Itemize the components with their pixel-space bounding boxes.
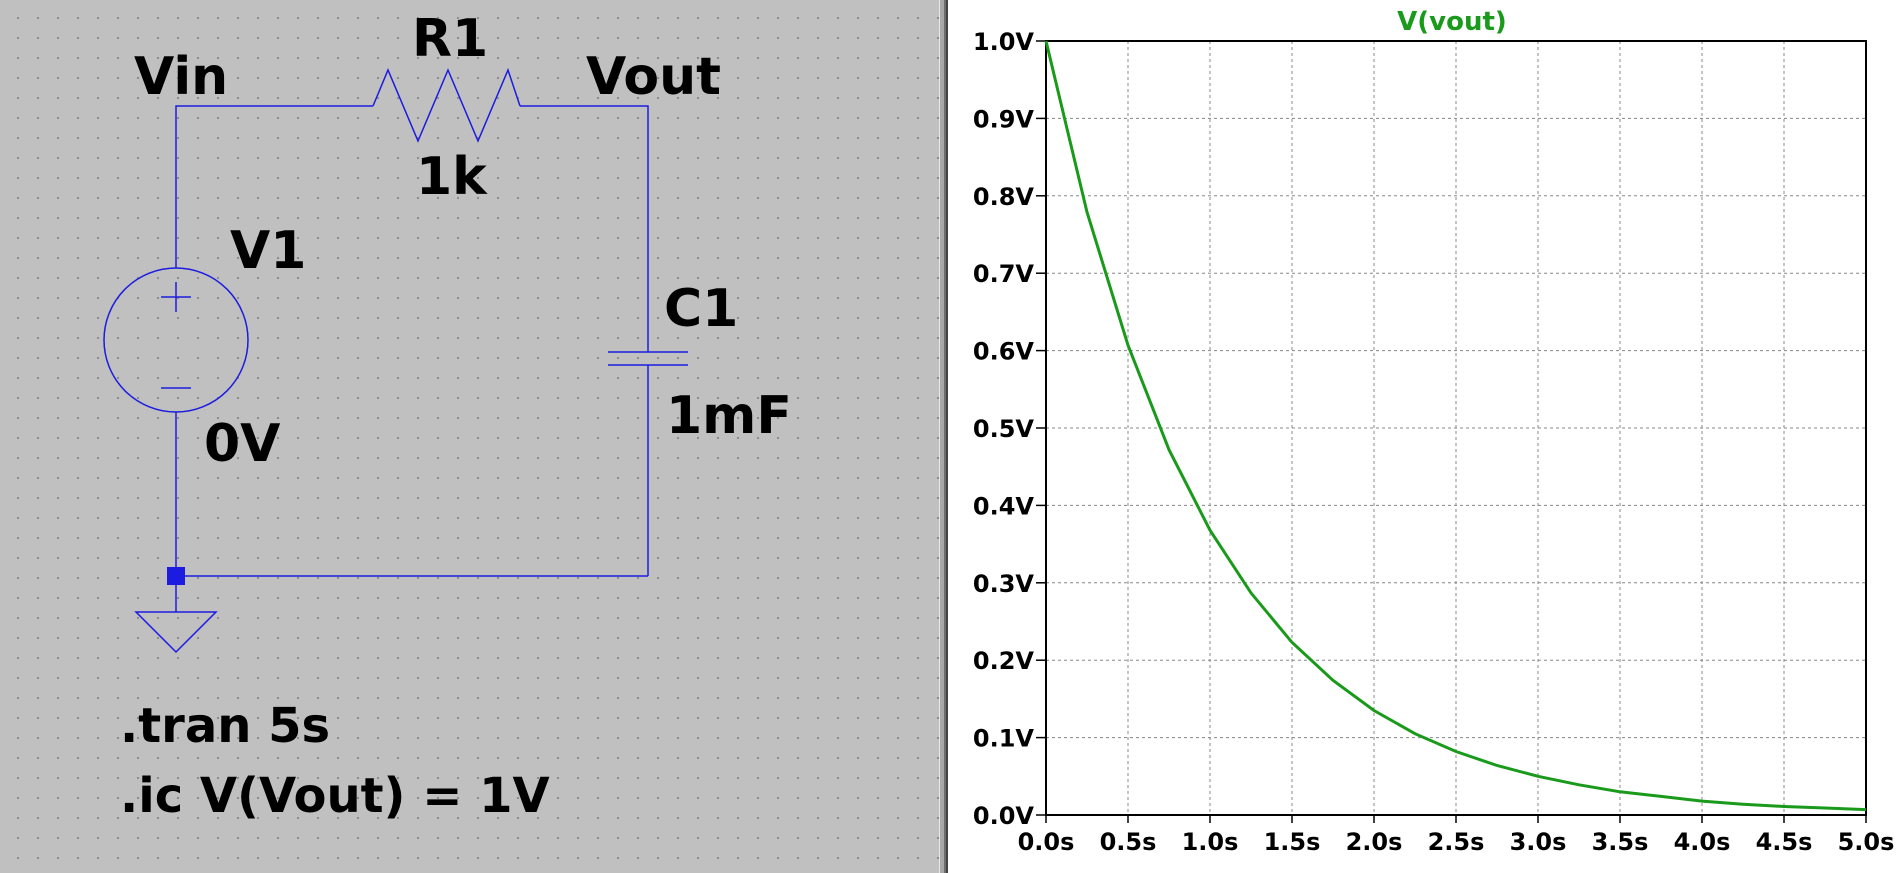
y-tick-label: 0.5V <box>973 415 1035 443</box>
directive-tran[interactable]: .tran 5s <box>120 698 330 754</box>
schematic-canvas[interactable]: Vin Vout R1 1k V1 0V C1 1mF .tran 5s .ic… <box>0 0 939 873</box>
voltage-source-v1-symbol[interactable] <box>103 267 249 413</box>
y-tick-label: 0.6V <box>973 338 1035 366</box>
y-tick-label: 0.3V <box>973 570 1035 598</box>
trace-label-vout[interactable]: V(vout) <box>1397 7 1507 37</box>
x-tick-label: 2.0s <box>1346 828 1403 856</box>
pane-splitter[interactable] <box>939 0 946 873</box>
y-tick-label: 1.0V <box>973 28 1035 56</box>
r1-name-label[interactable]: R1 <box>412 9 488 69</box>
trace-layer <box>1044 40 1867 812</box>
wire-r1-to-c1[interactable] <box>520 105 649 352</box>
x-tick-label: 3.5s <box>1592 828 1649 856</box>
c1-value-label[interactable]: 1mF <box>666 386 792 446</box>
v1-name-label[interactable]: V1 <box>230 221 306 281</box>
wire-vin-to-r1[interactable] <box>175 105 373 268</box>
waveform-plot[interactable]: V(vout) 0.0s 0.5s 1.0s 1.5s 2.0s 2.5s 3.0s 3.5s… <box>948 0 1903 873</box>
y-tick-label: 0.4V <box>973 492 1035 520</box>
c1-name-label[interactable]: C1 <box>664 279 738 339</box>
plot-axes: 0.0s 0.5s 1.0s 1.5s 2.0s 2.5s 3.0s 3.5s 4.0s 4.5s… <box>973 28 1895 856</box>
v1-value-label[interactable]: 0V <box>204 414 280 474</box>
x-tick-label: 2.5s <box>1428 828 1485 856</box>
schematic-pane[interactable]: Vin Vout R1 1k V1 0V C1 1mF .tran 5s .ic… <box>0 0 939 873</box>
x-tick-label: 0.5s <box>1100 828 1157 856</box>
junction-node <box>167 567 185 585</box>
y-tick-label: 0.1V <box>973 725 1035 753</box>
x-tick-label: 4.5s <box>1756 828 1813 856</box>
plot-frame <box>1045 40 1867 816</box>
x-tick-label: 4.0s <box>1674 828 1731 856</box>
directive-ic[interactable]: .ic V(Vout) = 1V <box>120 768 550 824</box>
net-label-vout[interactable]: Vout <box>586 47 721 107</box>
y-tick-label: 0.9V <box>973 105 1035 133</box>
waveform-pane[interactable]: V(vout) 0.0s 0.5s 1.0s 1.5s 2.0s 2.5s 3.0s 3.5s… <box>946 0 1903 873</box>
x-tick-label: 1.0s <box>1182 828 1239 856</box>
x-tick-label: 5.0s <box>1838 828 1895 856</box>
resistor-r1-symbol[interactable] <box>372 67 521 143</box>
x-tick-label: 1.5s <box>1264 828 1321 856</box>
x-tick-label: 3.0s <box>1510 828 1567 856</box>
x-tick-label: 0.0s <box>1018 828 1075 856</box>
wires <box>175 105 649 612</box>
y-tick-label: 0.2V <box>973 647 1035 675</box>
trace-line-vout[interactable] <box>1044 40 1867 812</box>
y-tick-label: 0.7V <box>973 260 1035 288</box>
capacitor-c1-symbol[interactable] <box>608 351 688 366</box>
y-tick-label: 0.0V <box>973 802 1035 830</box>
plot-grid <box>1046 41 1866 815</box>
y-tick-label: 0.8V <box>973 183 1035 211</box>
ground-icon[interactable] <box>134 611 218 654</box>
r1-value-label[interactable]: 1k <box>416 147 488 207</box>
net-label-vin[interactable]: Vin <box>134 47 228 107</box>
